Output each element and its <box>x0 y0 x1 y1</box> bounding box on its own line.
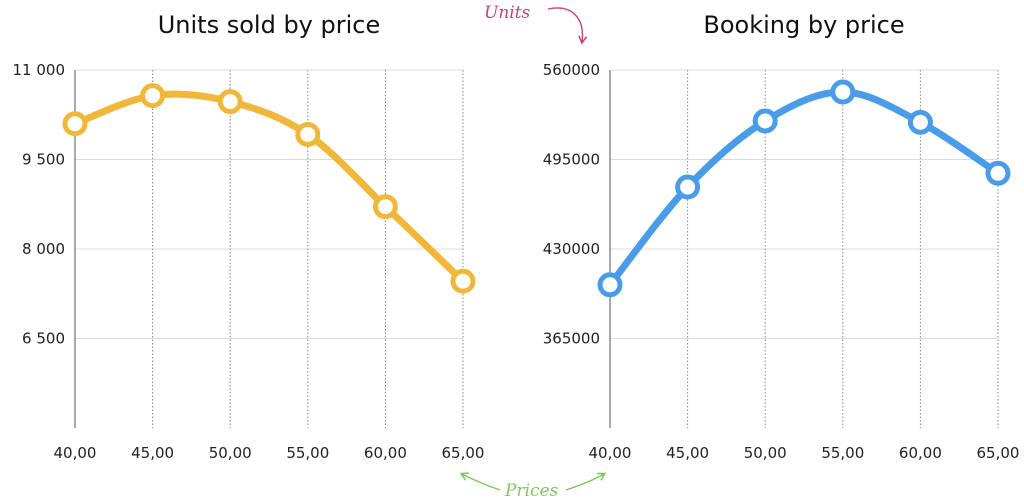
data-point <box>450 268 476 294</box>
y-tick-label: 430000 <box>543 240 600 258</box>
data-point <box>830 79 856 105</box>
y-tick-label: 11 000 <box>13 61 66 79</box>
prices-annotation-arrow-right <box>565 474 604 491</box>
data-point <box>295 121 321 147</box>
x-tick-label: 45,00 <box>131 444 174 462</box>
y-tick-label: 365000 <box>543 330 600 348</box>
data-point <box>217 89 243 115</box>
series-line <box>606 88 1002 289</box>
x-tick-label: 40,00 <box>589 444 632 462</box>
booking-chart: Booking by price 365000 430000 495000 56000… <box>543 11 1020 462</box>
x-tick-label: 65,00 <box>977 444 1020 462</box>
prices-annotation-label: Prices <box>504 481 559 501</box>
chart-title: Booking by price <box>703 11 904 39</box>
series-line <box>71 90 467 285</box>
x-tick-label: 50,00 <box>209 444 252 462</box>
y-tick-label: 495000 <box>543 151 600 169</box>
units-annotation: Units <box>484 3 582 42</box>
data-point <box>752 108 778 134</box>
x-tick-label: 40,00 <box>54 444 97 462</box>
x-tick-label: 60,00 <box>899 444 942 462</box>
data-point <box>62 111 88 137</box>
x-tick-label: 60,00 <box>364 444 407 462</box>
prices-annotation-arrow-left <box>462 474 501 491</box>
x-tick-label: 45,00 <box>666 444 709 462</box>
data-point <box>597 272 623 298</box>
y-tick-label: 8 000 <box>22 240 65 258</box>
data-point <box>675 174 701 200</box>
y-tick-label: 6 500 <box>22 330 65 348</box>
x-tick-label: 50,00 <box>744 444 787 462</box>
chart-title: Units sold by price <box>158 11 381 39</box>
units-annotation-arrow <box>547 7 582 42</box>
x-tick-label: 65,00 <box>442 444 485 462</box>
data-point <box>907 109 933 135</box>
units-annotation-label: Units <box>484 3 531 23</box>
data-point <box>140 83 166 109</box>
data-point <box>372 194 398 220</box>
units-sold-chart: Units sold by price 6 500 8 000 9 500 11 00… <box>13 11 485 462</box>
y-tick-label: 560000 <box>543 61 600 79</box>
y-tick-label: 9 500 <box>22 151 65 169</box>
x-tick-label: 55,00 <box>286 444 329 462</box>
prices-annotation: Prices <box>462 474 604 501</box>
x-tick-label: 55,00 <box>821 444 864 462</box>
data-point <box>985 160 1011 186</box>
